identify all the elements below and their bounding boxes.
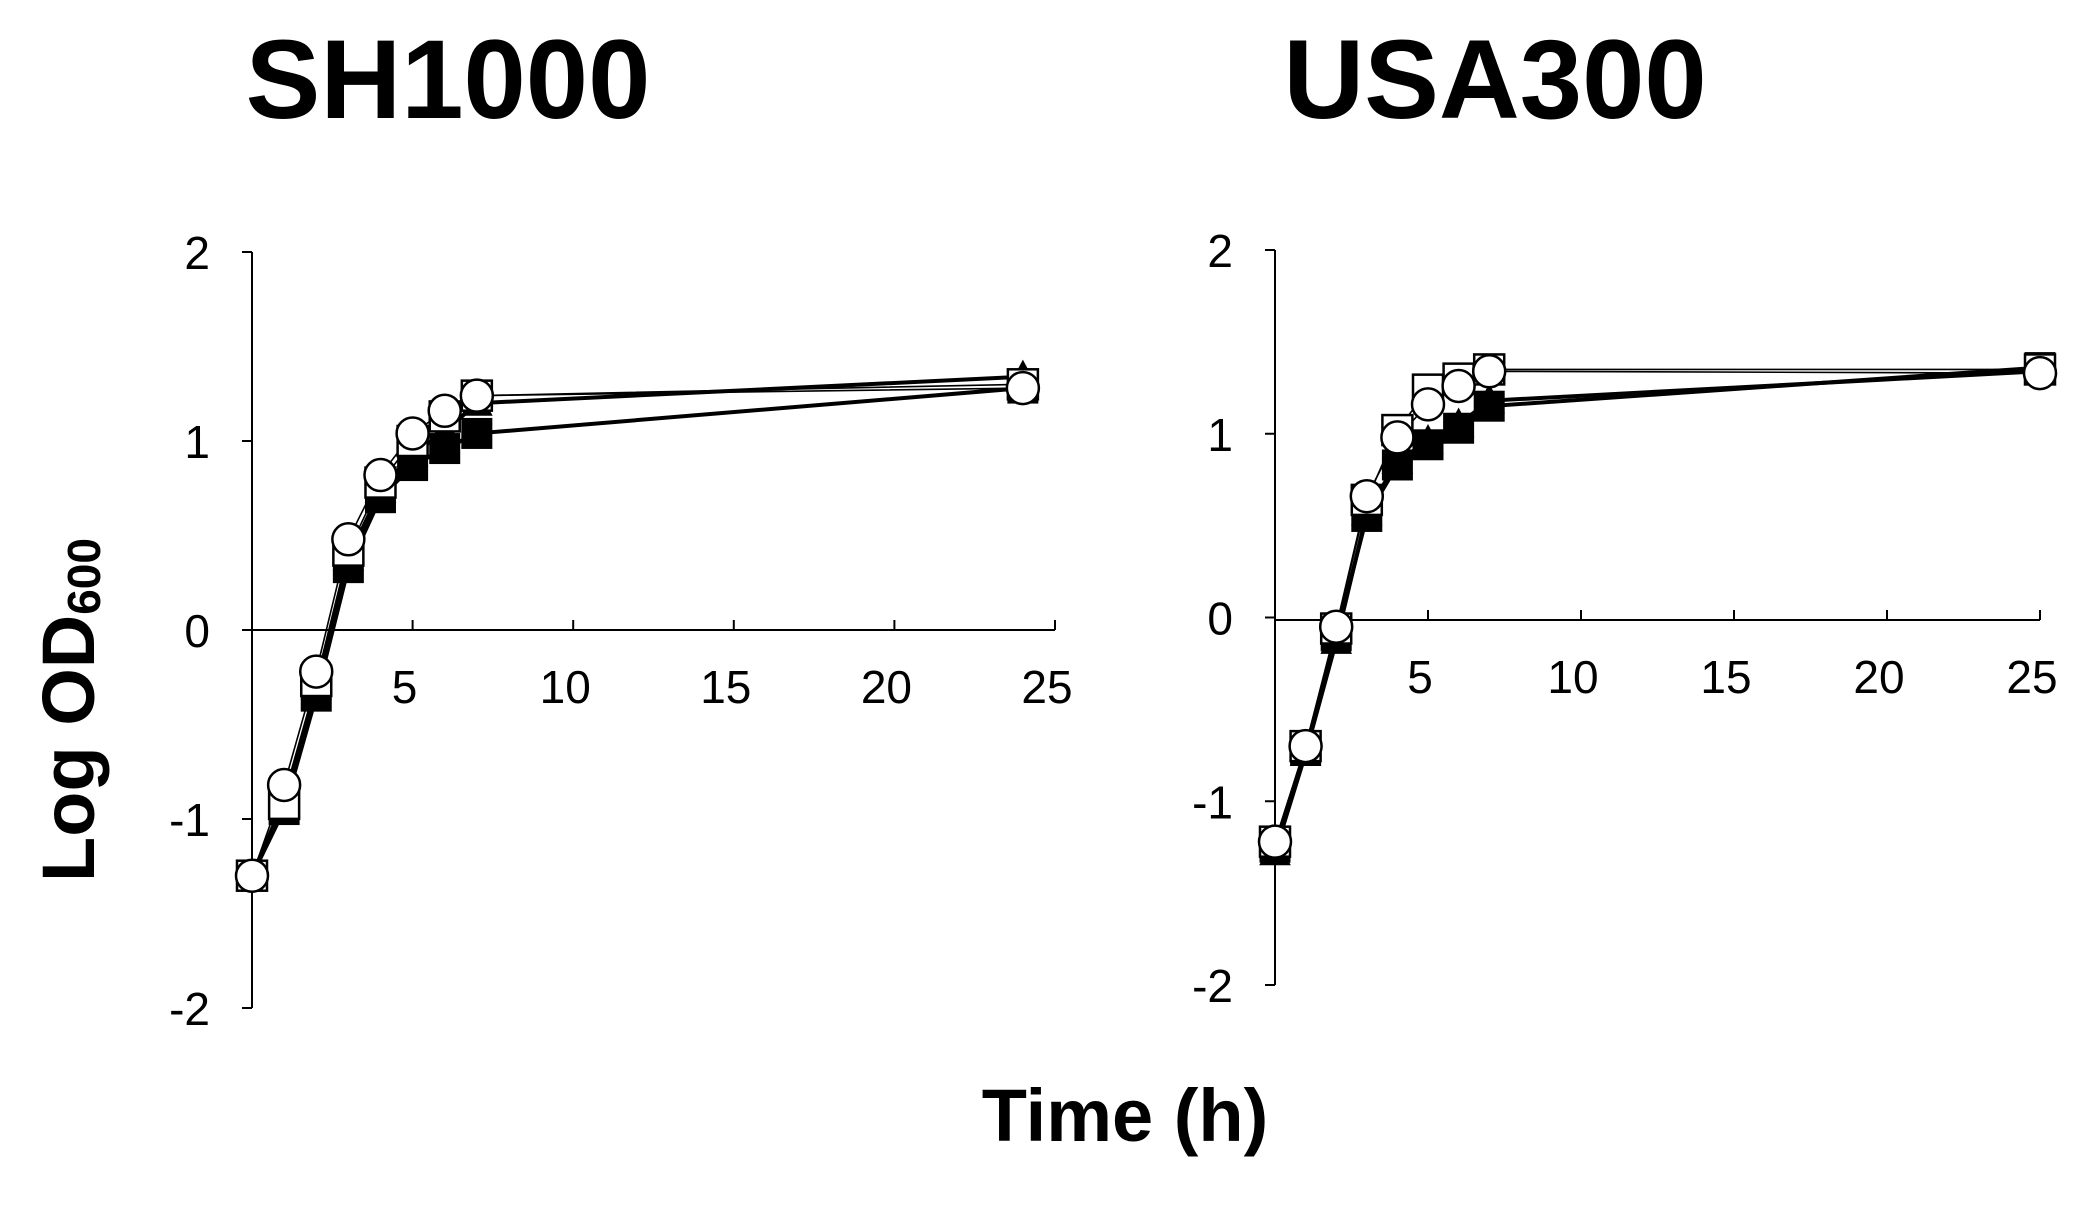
data-point-open-circle (1471, 354, 1507, 389)
chart-panel-usa300: USA300 210-1-25 10 15 20 25 (1192, 17, 2057, 1012)
y-tick-label: -2 (1192, 960, 1233, 1012)
data-point-open-circle (331, 522, 366, 557)
y-tick-label: 1 (184, 416, 210, 468)
x-tick-label: 5 (392, 661, 418, 713)
y-tick-label: -1 (1192, 776, 1233, 828)
data-point-open-circle (298, 654, 334, 689)
y-tick-label: 2 (184, 227, 210, 279)
y-tick-label: 0 (184, 605, 210, 657)
chart-panel-sh1000: SH1000 210-1-25 10 15 20 25 (169, 17, 1072, 1035)
data-point-open-circle (1349, 478, 1385, 514)
plot-area-usa300 (1257, 352, 2058, 866)
data-point-open-circle (1288, 728, 1323, 764)
axes-usa300: 210-1-25 10 15 20 25 (1192, 225, 2057, 1012)
data-point-open-circle (1005, 370, 1041, 406)
x-tick-label: 15 (1700, 651, 1751, 703)
data-point-open-circle (363, 457, 398, 493)
data-point-filled-square (1412, 429, 1444, 461)
y-tick-label: -2 (169, 983, 210, 1035)
x-axis-label: Time (h) (982, 1074, 1268, 1157)
x-tick-label: 20 (861, 661, 912, 713)
data-point-open-circle (1410, 387, 1446, 422)
data-point-open-circle (266, 767, 302, 803)
data-point-open-circle (459, 378, 495, 413)
chart-title-usa300: USA300 (1283, 17, 1706, 142)
y-tick-label: 0 (1207, 593, 1233, 645)
data-point-open-circle (1441, 368, 1476, 404)
data-point-open-circle (1257, 824, 1293, 859)
plot-area-sh1000 (234, 359, 1041, 893)
y-tick-label: 1 (1207, 409, 1233, 461)
y-tick-label: 2 (1207, 225, 1233, 277)
axes-sh1000: 210-1-25 10 15 20 25 (169, 227, 1072, 1035)
y-axis-label: Log OD600 (27, 538, 111, 882)
data-point-open-circle (1380, 420, 1415, 455)
data-point-filled-square (1473, 390, 1505, 422)
x-tick-label: 5 (1407, 651, 1433, 703)
x-tick-label: 15 (700, 661, 751, 713)
y-tick-label: -1 (169, 794, 210, 846)
x-tick-label: 10 (540, 661, 591, 713)
data-point-filled-square (1381, 449, 1413, 481)
chart-title-sh1000: SH1000 (246, 17, 651, 142)
x-tick-label: 25 (2006, 651, 2057, 703)
data-point-filled-square (461, 417, 493, 449)
data-point-open-circle (2022, 355, 2058, 391)
x-tick-label: 10 (1547, 651, 1598, 703)
data-point-open-circle (427, 393, 462, 429)
y-axis-label-subscript: 600 (58, 538, 110, 615)
y-axis-label-main: Log OD (27, 615, 110, 882)
data-point-open-circle (1318, 609, 1354, 644)
data-point-open-circle (395, 416, 430, 451)
x-tick-label: 25 (1021, 661, 1072, 713)
data-point-filled-square (1443, 412, 1475, 444)
data-point-open-circle (234, 858, 270, 893)
x-tick-label: 20 (1853, 651, 1904, 703)
